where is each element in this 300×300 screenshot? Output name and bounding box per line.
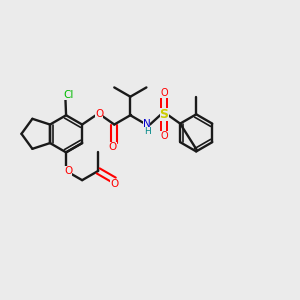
Text: O: O bbox=[95, 109, 103, 119]
Text: O: O bbox=[64, 166, 72, 176]
Text: N: N bbox=[142, 119, 150, 129]
Text: S: S bbox=[160, 108, 169, 121]
Text: O: O bbox=[110, 179, 118, 189]
Text: Cl: Cl bbox=[63, 90, 74, 100]
Text: O: O bbox=[109, 142, 117, 152]
Text: O: O bbox=[160, 88, 168, 98]
Text: O: O bbox=[160, 131, 168, 141]
Text: H: H bbox=[144, 127, 151, 136]
